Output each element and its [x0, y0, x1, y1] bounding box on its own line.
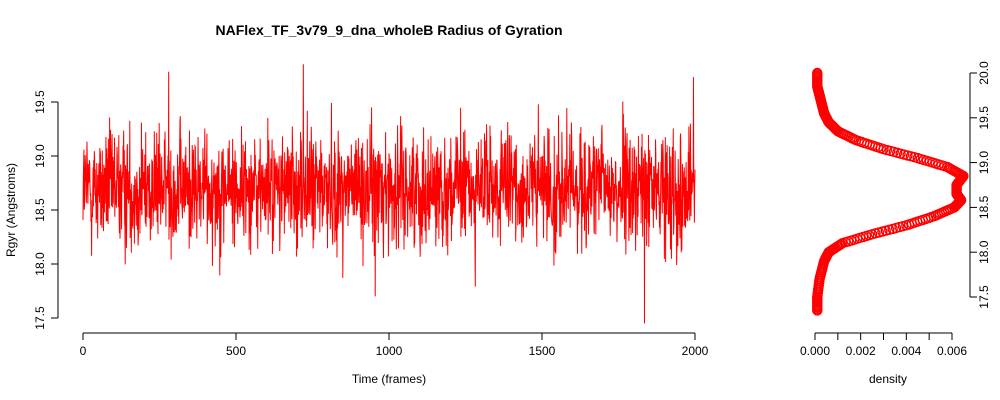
x-tick-label: 0 [80, 344, 87, 358]
x-axis-label: Time (frames) [352, 372, 426, 386]
x-tick-label: 1000 [376, 344, 403, 358]
density-curve [812, 67, 969, 316]
chart-title: NAFlex_TF_3v79_9_dna_wholeB Radius of Gy… [216, 22, 563, 38]
density-point [812, 67, 823, 79]
x-tick-label: 500 [226, 344, 246, 358]
density-axis-label: density [869, 372, 907, 386]
density-x-ticks: 0.000 0.002 0.004 0.006 [800, 333, 967, 358]
density-y-ticks: 17.5 18.0 18.5 19.0 19.5 20.0 [970, 61, 991, 309]
density-x-tick-label: 0.004 [891, 344, 921, 358]
density-x-tick-label: 0.000 [800, 344, 830, 358]
density-y-tick-label: 18.0 [977, 240, 991, 264]
y-tick-label: 18.5 [33, 198, 47, 222]
density-y-tick-label: 19.0 [977, 151, 991, 175]
x-ticks: 0 500 1000 1500 2000 [80, 333, 709, 358]
y-tick-label: 18.0 [33, 252, 47, 276]
density-point [834, 239, 845, 251]
density-y-tick-label: 20.0 [977, 61, 991, 85]
x-tick-label: 1500 [529, 344, 556, 358]
density-y-tick-label: 19.5 [977, 106, 991, 130]
density-x-tick-label: 0.006 [937, 344, 967, 358]
y-tick-label: 17.5 [33, 306, 47, 330]
y-axis-label: Rgyr (Angstroms) [4, 163, 18, 257]
y-tick-label: 19.0 [33, 144, 47, 168]
rgyr-series-line [82, 64, 696, 324]
density-x-tick-label: 0.002 [846, 344, 876, 358]
y-ticks: 17.5 18.0 18.5 19.0 19.5 [33, 90, 58, 330]
x-tick-label: 2000 [682, 344, 709, 358]
density-y-tick-label: 18.5 [977, 195, 991, 219]
density-y-tick-label: 17.5 [977, 285, 991, 309]
y-tick-label: 19.5 [33, 90, 47, 114]
